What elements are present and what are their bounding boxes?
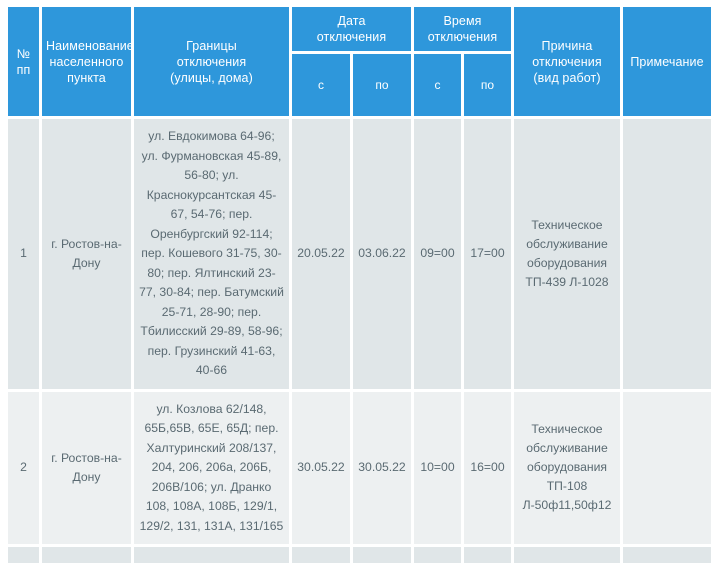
cell-date-to: 03.06.22 (353, 119, 411, 389)
cell-number: 1 (8, 119, 39, 389)
cell-place (42, 547, 131, 563)
cell-number (8, 547, 39, 563)
cell-date-to (353, 547, 411, 563)
header-col-place: Наименование населенного пункта (42, 7, 134, 116)
cell-time-to (464, 547, 511, 563)
table-row: 1 г. Ростов-на-Дону ул. Евдокимова 64-96; … (8, 119, 711, 389)
cell-time-to: 16=00 (464, 391, 511, 544)
cell-time-from: 09=00 (414, 119, 461, 389)
header-subcol-time-from: с (414, 54, 461, 116)
header-col-reason: Причина отключения (вид работ) (514, 7, 620, 116)
cell-date-from (292, 547, 350, 563)
cell-streets (134, 547, 289, 563)
cell-date-from: 30.05.22 (292, 391, 350, 544)
cell-streets: ул. Козлова 62/148, 65Б,65В, 65Е, 65Д; п… (134, 391, 289, 544)
cell-reason: Техническое обслуживание оборудования ТП… (514, 119, 620, 389)
header-subcol-date-to: по (353, 54, 411, 116)
cell-note (623, 391, 711, 544)
cell-time-from (414, 547, 461, 563)
table-row: 2 г. Ростов-на-Дону ул. Козлова 62/148, 65… (8, 391, 711, 544)
cell-note (623, 547, 711, 563)
cell-reason (514, 547, 620, 563)
cell-note (623, 119, 711, 389)
header-col-note: Примечание (623, 7, 711, 116)
power-outage-table: № пп Наименование населенного пункта Границ… (5, 4, 713, 566)
header-subcol-date-from: с (292, 54, 350, 116)
cell-time-to: 17=00 (464, 119, 511, 389)
cell-streets: ул. Евдокимова 64-96; ул. Фурмановская 4… (134, 119, 289, 389)
header-col-date: Дата отключения (292, 7, 411, 51)
table-row (8, 547, 711, 563)
cell-date-from: 20.05.22 (292, 119, 350, 389)
table-header: № пп Наименование населенного пункта Границ… (8, 7, 711, 116)
cell-place: г. Ростов-на-Дону (42, 391, 131, 544)
cell-time-from: 10=00 (414, 391, 461, 544)
header-col-streets: Границы отключения (улицы, дома) (134, 7, 289, 116)
header-row-subgroups: с по с по (8, 54, 711, 116)
cell-place: г. Ростов-на-Дону (42, 119, 131, 389)
table-body: 1 г. Ростов-на-Дону ул. Евдокимова 64-96; … (8, 119, 711, 563)
header-col-time: Время отключения (414, 7, 511, 51)
cell-reason: Техническое обслуживание оборудования ТП… (514, 391, 620, 544)
cell-number: 2 (8, 391, 39, 544)
cell-date-to: 30.05.22 (353, 391, 411, 544)
header-subcol-time-to: по (464, 54, 511, 116)
header-col-number: № пп (8, 7, 39, 116)
header-row-groups: № пп Наименование населенного пункта Границ… (8, 7, 711, 116)
